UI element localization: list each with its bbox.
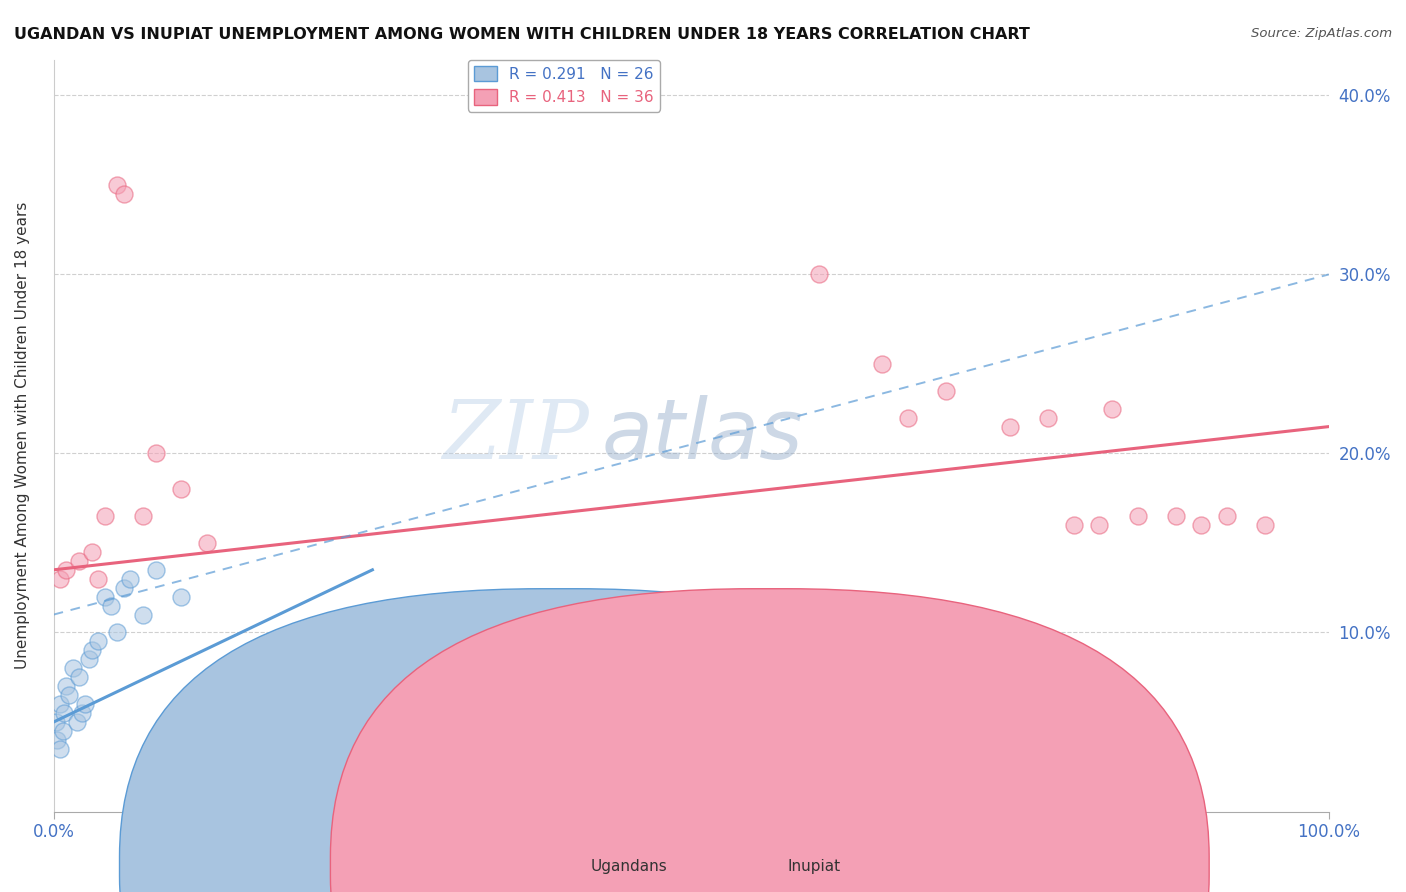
Text: atlas: atlas (602, 395, 804, 476)
Point (120, 572, 142, 586)
Text: UGANDAN VS INUPIAT UNEMPLOYMENT AMONG WOMEN WITH CHILDREN UNDER 18 YEARS CORRELA: UGANDAN VS INUPIAT UNEMPLOYMENT AMONG WO… (14, 27, 1031, 42)
Point (45, 714, 67, 729)
Point (1189, 518, 1212, 533)
Point (112, 581, 135, 595)
Legend: R = 0.291   N = 26, R = 0.413   N = 36: R = 0.291 N = 26, R = 0.413 N = 36 (468, 60, 659, 112)
Point (233, 652, 256, 666)
Point (807, 268, 830, 282)
Point (1101, 401, 1123, 416)
Point (100, 599, 122, 613)
Point (80, 545, 103, 559)
Point (105, 625, 128, 640)
Point (49, 572, 72, 586)
Point (87, 634, 110, 648)
Point (489, 652, 512, 666)
Y-axis label: Unemployment Among Women with Children Under 18 years: Unemployment Among Women with Children U… (15, 202, 30, 669)
Point (87, 572, 110, 586)
Point (132, 607, 155, 622)
Point (1088, 518, 1111, 533)
Text: Ugandans: Ugandans (591, 859, 668, 874)
Point (75, 697, 97, 711)
Point (935, 384, 957, 398)
Point (425, 634, 447, 648)
Point (1063, 518, 1085, 533)
Point (298, 679, 321, 693)
Point (145, 446, 167, 460)
Point (872, 357, 894, 371)
Point (744, 634, 766, 648)
Point (46, 732, 69, 747)
Point (93, 509, 115, 524)
Point (112, 186, 135, 201)
Point (80, 643, 103, 657)
Point (897, 410, 920, 425)
Point (1164, 509, 1187, 524)
Point (55, 563, 77, 577)
Point (49, 742, 72, 756)
Point (1038, 410, 1060, 425)
Point (145, 563, 167, 577)
Point (361, 643, 384, 657)
Point (1254, 518, 1277, 533)
Point (170, 483, 193, 497)
Text: Source: ZipAtlas.com: Source: ZipAtlas.com (1251, 27, 1392, 40)
Point (681, 634, 703, 648)
Point (51, 723, 73, 738)
Point (170, 590, 193, 604)
Point (998, 419, 1021, 434)
Text: ZIP: ZIP (443, 395, 589, 475)
Point (132, 509, 155, 524)
Point (271, 661, 294, 675)
Point (298, 670, 321, 684)
Point (105, 178, 128, 192)
Point (1216, 509, 1239, 524)
Point (616, 643, 638, 657)
Point (67, 670, 90, 684)
Point (52, 706, 75, 720)
Point (62, 661, 84, 675)
Point (67, 554, 90, 568)
Point (195, 751, 218, 765)
Point (70, 706, 93, 720)
Text: Inupiat: Inupiat (787, 859, 841, 874)
Point (93, 590, 115, 604)
Point (65, 714, 87, 729)
Point (79, 652, 101, 666)
Point (553, 625, 575, 640)
Point (55, 679, 77, 693)
Point (49, 697, 72, 711)
Point (195, 536, 218, 550)
Point (58, 688, 80, 702)
Point (1126, 509, 1149, 524)
